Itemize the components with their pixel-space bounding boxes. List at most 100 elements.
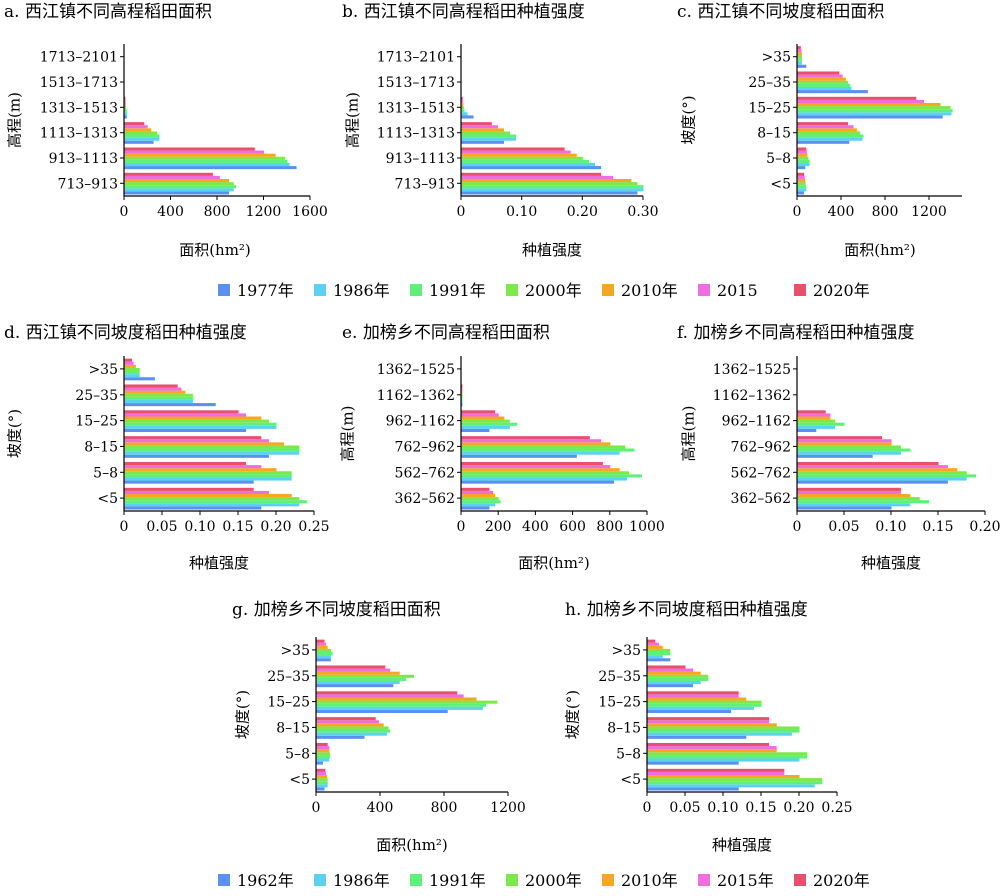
legend-swatch xyxy=(410,284,422,296)
bar xyxy=(124,384,178,388)
bar xyxy=(461,147,565,151)
panel-d: d. 西江镇不同坡度稻田种植强度 <5 5–8 8–15 15–25 25–35 >35 0 0… xyxy=(4,323,330,572)
y-tick-label: 562–762 xyxy=(395,465,455,481)
bar xyxy=(124,182,234,186)
bar xyxy=(124,125,148,129)
legend-label: 2015 xyxy=(717,281,758,300)
x-axis-label: 种植强度 xyxy=(189,554,249,572)
y-axis-label: 高程(m) xyxy=(679,406,697,462)
bar xyxy=(461,487,490,491)
bar xyxy=(647,671,701,675)
bar xyxy=(647,677,709,681)
bar xyxy=(124,364,136,368)
bar xyxy=(461,393,463,397)
bar xyxy=(797,77,846,81)
bar xyxy=(797,182,806,186)
bar xyxy=(461,454,577,458)
bar xyxy=(797,49,802,53)
bar xyxy=(124,166,297,170)
legend-bottom: 1962年 1986年 1991年 2000年 2010年 2015年 2020年 xyxy=(218,871,870,890)
bar xyxy=(797,439,892,443)
bar xyxy=(461,480,615,484)
bar xyxy=(461,396,463,400)
bar xyxy=(647,761,739,765)
bar xyxy=(647,723,777,727)
bar xyxy=(124,506,262,510)
y-tick-label: >35 xyxy=(88,362,118,378)
bar xyxy=(124,371,140,375)
panel-title: g. 加榜乡不同坡度稻田面积 xyxy=(232,600,441,620)
bar xyxy=(797,74,843,78)
bar xyxy=(797,90,868,94)
x-tick-label: 400 xyxy=(367,800,394,816)
legend-label: 1962年 xyxy=(237,871,294,890)
bar xyxy=(797,166,806,170)
bar xyxy=(797,147,807,151)
bar xyxy=(124,103,126,107)
bar xyxy=(797,474,977,478)
bar xyxy=(461,96,463,100)
bar xyxy=(461,490,494,494)
bar xyxy=(797,497,920,501)
bar xyxy=(461,419,510,423)
x-tick-label: 1200 xyxy=(911,204,947,220)
y-tick-label: <5 xyxy=(97,491,118,507)
bar xyxy=(647,717,770,721)
bar xyxy=(461,410,495,414)
bar xyxy=(124,474,292,478)
bar xyxy=(797,71,840,75)
bar xyxy=(316,703,487,707)
y-axis-label: 坡度(°) xyxy=(5,409,23,458)
bar xyxy=(124,497,300,501)
bar xyxy=(124,377,155,381)
y-tick-label: 1313–1513 xyxy=(40,100,118,116)
x-tick-label: 0.20 xyxy=(567,204,598,220)
y-tick-label: 8–15 xyxy=(757,126,791,142)
bar xyxy=(461,428,490,432)
x-tick-label: 400 xyxy=(157,204,184,220)
y-tick-label: 1713–2101 xyxy=(377,50,455,66)
y-tick-label: 562–762 xyxy=(731,465,791,481)
bar xyxy=(647,784,815,788)
bar xyxy=(461,162,595,167)
bar xyxy=(647,684,694,688)
bar xyxy=(316,671,400,675)
bar xyxy=(797,503,911,507)
bar xyxy=(124,396,193,400)
bar xyxy=(797,419,836,423)
bar xyxy=(797,64,807,68)
x-tick-label: 0 xyxy=(120,519,129,535)
bar xyxy=(797,128,857,132)
y-tick-label: <5 xyxy=(289,772,310,788)
bar xyxy=(124,494,292,498)
bar xyxy=(647,655,663,659)
x-axis-label: 面积(hm²) xyxy=(844,241,916,259)
x-tick-label: 1000 xyxy=(629,519,665,535)
panel-title: e. 加榜乡不同高程稻田面积 xyxy=(342,323,550,343)
y-tick-label: 362–562 xyxy=(395,491,455,507)
bar xyxy=(124,477,292,481)
bar xyxy=(461,439,601,443)
bar xyxy=(124,109,127,113)
legend-label: 1986年 xyxy=(333,281,390,300)
x-axis-label: 面积(hm²) xyxy=(518,554,590,572)
y-tick-label: 1362–1525 xyxy=(713,362,791,378)
bar xyxy=(124,361,134,365)
bar xyxy=(647,691,739,695)
bar xyxy=(797,410,826,414)
y-tick-label: 1113–1313 xyxy=(377,126,455,142)
bar xyxy=(461,109,465,113)
bar xyxy=(461,134,517,138)
bar xyxy=(647,674,709,678)
legend-swatch xyxy=(314,874,326,886)
y-tick-label: 5–8 xyxy=(93,465,118,481)
bar xyxy=(316,778,328,782)
bar xyxy=(797,156,809,160)
bar xyxy=(124,390,186,394)
legend-label: 2010年 xyxy=(621,871,678,890)
bar xyxy=(797,442,892,446)
y-axis-label: 坡度(°) xyxy=(679,95,697,144)
legend-label: 2010年 xyxy=(621,281,678,300)
bar xyxy=(124,454,269,458)
y-tick-label: 8–15 xyxy=(276,720,310,736)
